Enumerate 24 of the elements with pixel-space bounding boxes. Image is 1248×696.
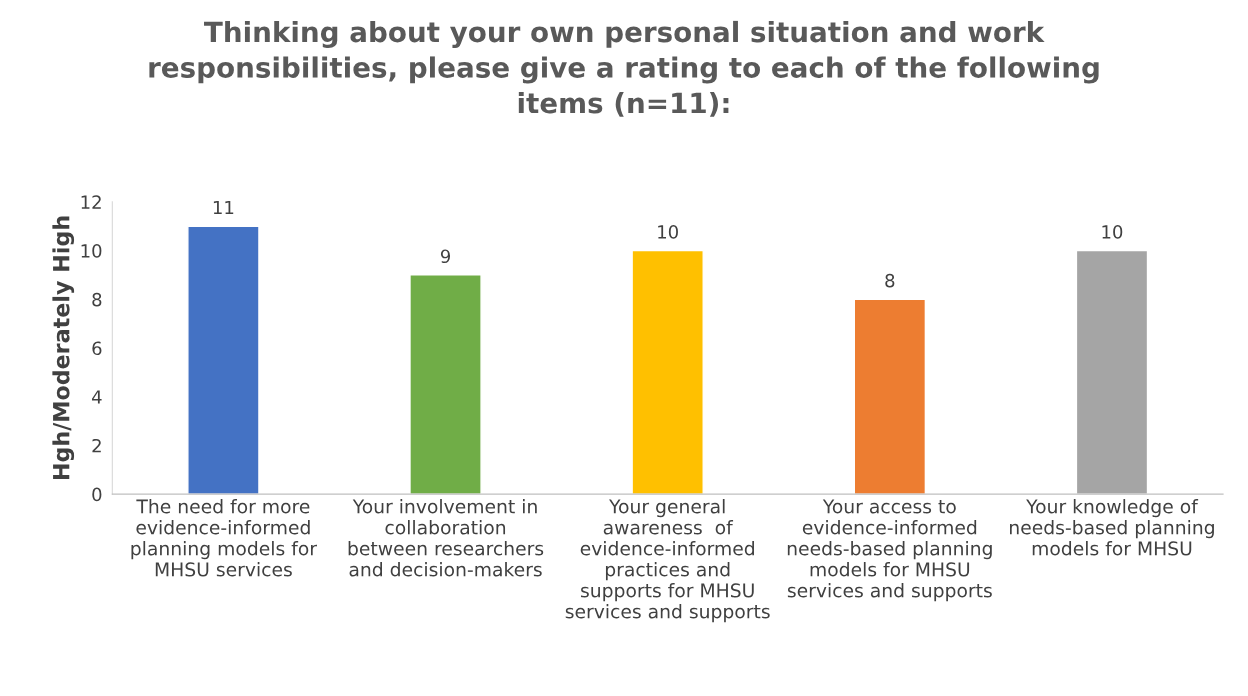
x-tick-label: Your knowledge of needs-based planning models for MHSU (1010, 499, 1214, 556)
y-tick-label: 0 (92, 487, 102, 502)
data-label: 10 (658, 225, 678, 239)
y-tick-label: 12 (81, 195, 101, 209)
data-label: 8 (885, 273, 895, 288)
y-tick-label: 10 (81, 244, 102, 258)
y-tick-label: 6 (92, 341, 102, 356)
data-label: 9 (440, 249, 451, 264)
bar (853, 298, 927, 495)
x-tick-label: Your access to evidence-informed needs-based planning models for MHSU services and supports (787, 499, 992, 602)
bar (187, 225, 260, 495)
y-axis-title: Hgh/Moderately High (52, 216, 75, 480)
x-tick-label: Your general awareness of evidence-informed practices and supports for MHSU services and supports (565, 499, 770, 623)
bar (409, 274, 482, 495)
chart-title: Thinking about your own personal situation and work responsibilities, please give a rating to each of the following items (n=11): (149, 20, 1099, 117)
x-tick-label: Your involvement in collaboration between researchers and decision-makers (348, 499, 544, 577)
x-tick-label: The need for more evidence-informed planning models for MHSU services (131, 499, 317, 577)
y-tick-label: 4 (91, 390, 102, 404)
data-label: 11 (213, 200, 234, 215)
y-tick-label: 8 (92, 292, 102, 307)
y-tick-label: 2 (92, 438, 101, 453)
data-label: 10 (1102, 225, 1123, 239)
bar (631, 249, 704, 495)
bar (1075, 249, 1149, 495)
